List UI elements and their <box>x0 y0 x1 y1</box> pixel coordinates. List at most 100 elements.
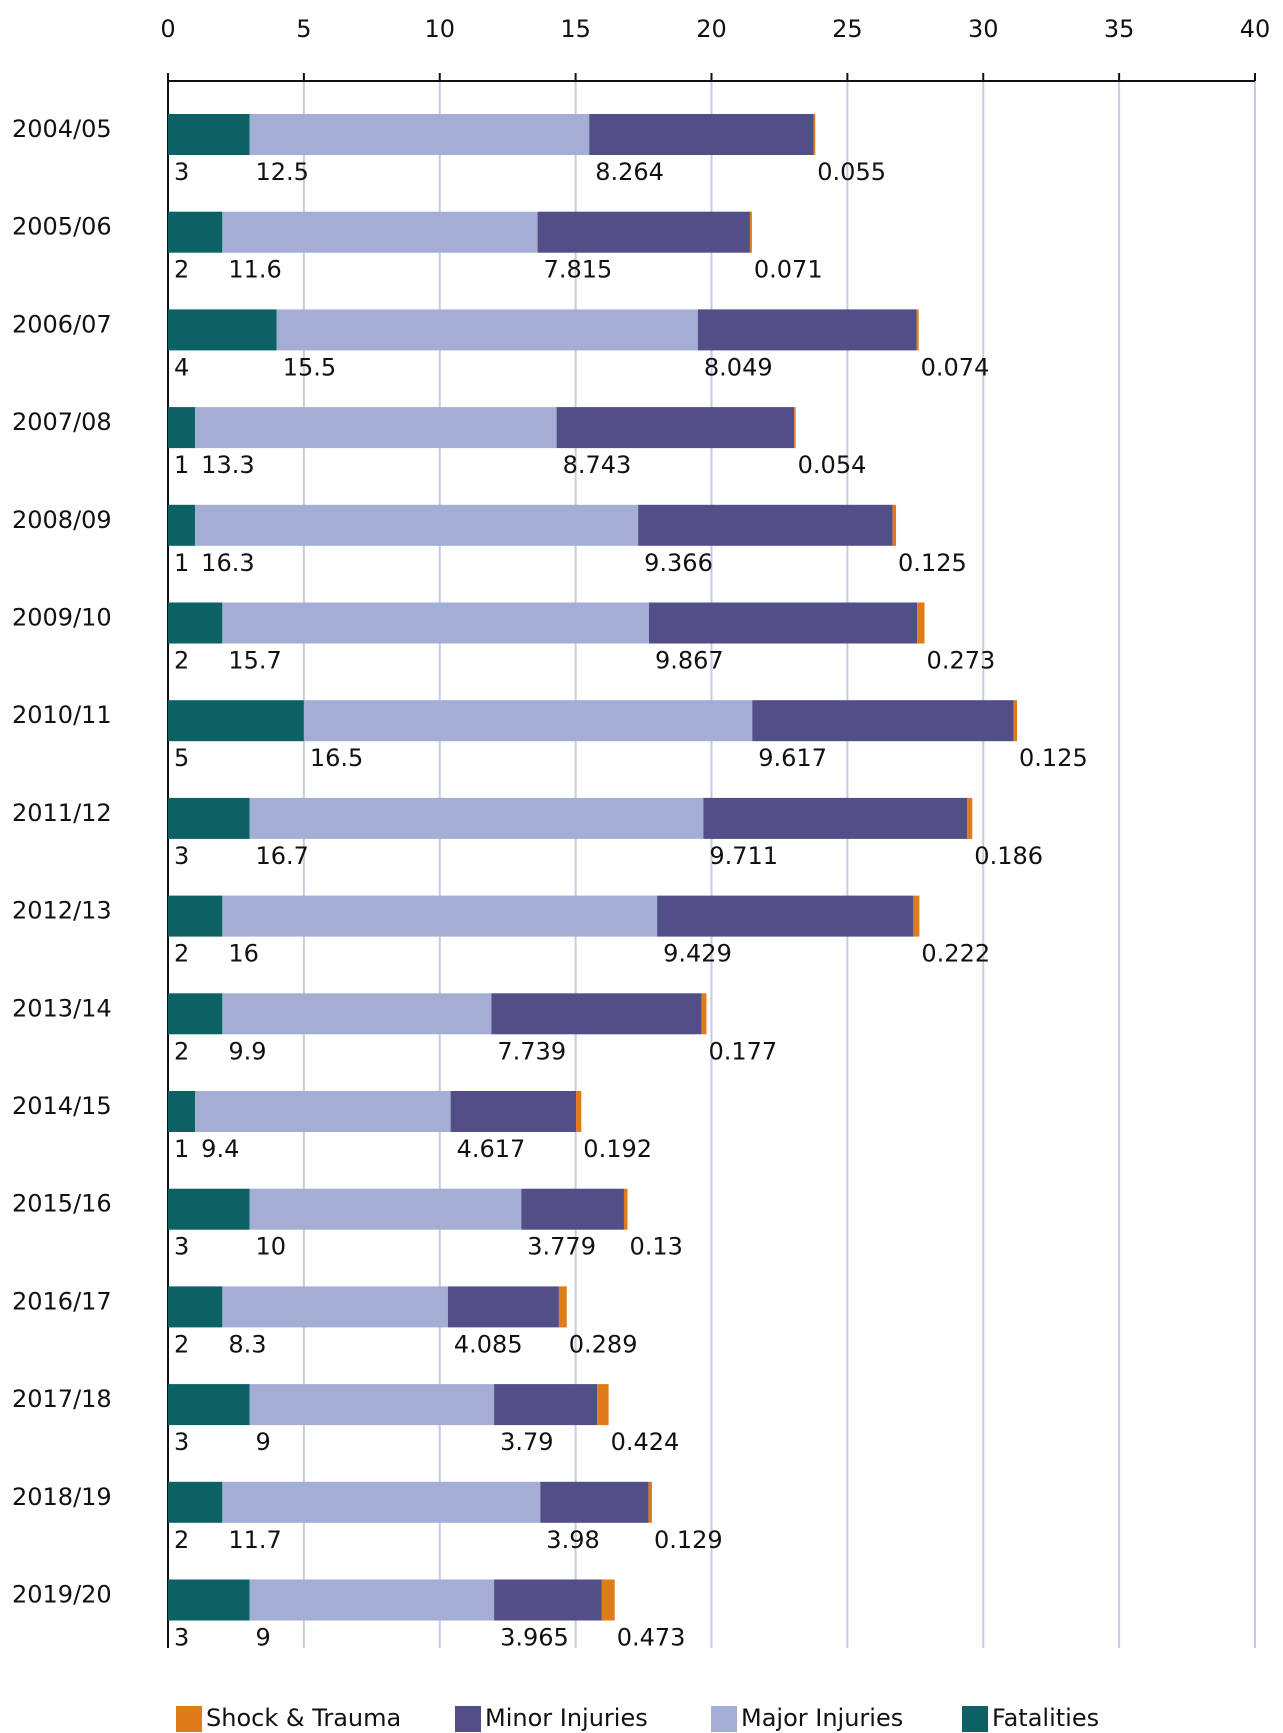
value-label: 0.129 <box>654 1526 723 1554</box>
y-tick-label: 2012/13 <box>12 897 112 925</box>
bar-segment <box>168 211 223 253</box>
bar-segment <box>752 700 1014 742</box>
x-tick-label: 35 <box>1104 15 1135 43</box>
y-tick-label: 2007/08 <box>12 408 112 436</box>
value-label: 1 <box>174 549 189 577</box>
bar-segment <box>558 1286 567 1328</box>
value-label: 10 <box>256 1233 287 1261</box>
value-label: 9.429 <box>663 940 732 968</box>
bar-segment <box>967 797 973 839</box>
value-label: 9.9 <box>228 1037 266 1065</box>
bar-segment <box>648 602 918 644</box>
value-label: 7.739 <box>497 1037 566 1065</box>
value-label: 2 <box>174 1037 189 1065</box>
bar-segment <box>916 309 919 351</box>
bar-segment <box>222 993 492 1035</box>
value-label: 0.273 <box>927 647 996 675</box>
legend-label: Shock & Trauma <box>206 1704 401 1732</box>
x-tick-label: 5 <box>296 15 311 43</box>
legend-label: Minor Injuries <box>485 1704 648 1732</box>
value-label: 2 <box>174 1330 189 1358</box>
bar-segment <box>168 700 304 742</box>
value-label: 3 <box>174 1233 189 1261</box>
value-label: 16.3 <box>201 549 254 577</box>
value-label: 2 <box>174 256 189 284</box>
bar-segment <box>638 504 893 546</box>
y-tick-label: 2004/05 <box>12 115 112 143</box>
bar-segment <box>576 1091 582 1132</box>
value-label: 0.289 <box>569 1330 638 1358</box>
bar-segment <box>697 309 917 351</box>
bar-segment <box>913 895 920 937</box>
bar-segment <box>249 797 704 839</box>
legend-swatch <box>176 1706 202 1732</box>
value-label: 0.186 <box>974 842 1043 870</box>
value-label: 3 <box>174 1428 189 1456</box>
bar-segment <box>195 1091 451 1132</box>
value-label: 8.264 <box>595 158 664 186</box>
value-label: 5 <box>174 744 189 772</box>
bar-segment <box>168 309 277 351</box>
value-label: 0.192 <box>583 1135 652 1163</box>
x-tick-label: 20 <box>696 15 727 43</box>
bar-segment <box>168 1188 250 1230</box>
value-label: 3 <box>174 842 189 870</box>
bar-segment <box>276 309 698 351</box>
y-tick-label: 2010/11 <box>12 701 112 729</box>
value-label: 8.743 <box>563 451 632 479</box>
value-label: 16.7 <box>256 842 309 870</box>
value-label: 0.473 <box>617 1624 686 1652</box>
value-label: 3.965 <box>500 1624 569 1652</box>
legend-swatch <box>711 1706 737 1732</box>
value-label: 13.3 <box>201 451 254 479</box>
x-tick-label: 40 <box>1240 15 1271 43</box>
y-tick-label: 2013/14 <box>12 994 112 1022</box>
bar-segment <box>222 211 538 253</box>
value-label: 2 <box>174 940 189 968</box>
value-label: 9.4 <box>201 1135 239 1163</box>
value-label: 3 <box>174 158 189 186</box>
bar-segment <box>892 504 897 546</box>
bar-segment <box>168 1579 250 1621</box>
value-label: 15.5 <box>283 353 336 381</box>
value-label: 1 <box>174 1135 189 1163</box>
bar-segment <box>648 1481 652 1523</box>
value-label: 7.815 <box>544 256 613 284</box>
bar-segment <box>450 1091 577 1132</box>
bar-segment <box>589 114 814 155</box>
bar-segment <box>168 797 250 839</box>
y-tick-label: 2017/18 <box>12 1385 112 1413</box>
bar-segment <box>168 114 250 155</box>
bar-segment <box>601 1579 615 1621</box>
y-tick-label: 2008/09 <box>12 506 112 534</box>
value-label: 15.7 <box>228 647 281 675</box>
y-tick-label: 2009/10 <box>12 604 112 632</box>
value-label: 0.074 <box>921 353 990 381</box>
y-tick-label: 2014/15 <box>12 1092 112 1120</box>
bar-segment <box>813 114 816 155</box>
y-tick-label: 2018/19 <box>12 1483 112 1511</box>
value-label: 9 <box>256 1428 271 1456</box>
y-tick-label: 2019/20 <box>12 1581 112 1609</box>
bar-segment <box>168 1091 196 1132</box>
value-label: 0.071 <box>754 256 823 284</box>
bar-segment <box>447 1286 559 1328</box>
value-label: 4 <box>174 353 189 381</box>
bar-segment <box>749 211 752 253</box>
value-label: 4.085 <box>454 1330 523 1358</box>
value-label: 0.13 <box>630 1233 683 1261</box>
x-tick-label: 30 <box>968 15 999 43</box>
bar-segment <box>701 993 707 1035</box>
x-tick-label: 0 <box>160 15 175 43</box>
x-tick-label: 10 <box>424 15 455 43</box>
legend-swatch <box>455 1706 481 1732</box>
bar-segment <box>168 993 223 1035</box>
bar-segment <box>168 1384 250 1426</box>
value-label: 3.79 <box>500 1428 553 1456</box>
value-label: 1 <box>174 451 189 479</box>
bar-segment <box>494 1579 602 1621</box>
bar-segment <box>168 602 223 644</box>
value-label: 12.5 <box>256 158 309 186</box>
bar-segment <box>703 797 968 839</box>
